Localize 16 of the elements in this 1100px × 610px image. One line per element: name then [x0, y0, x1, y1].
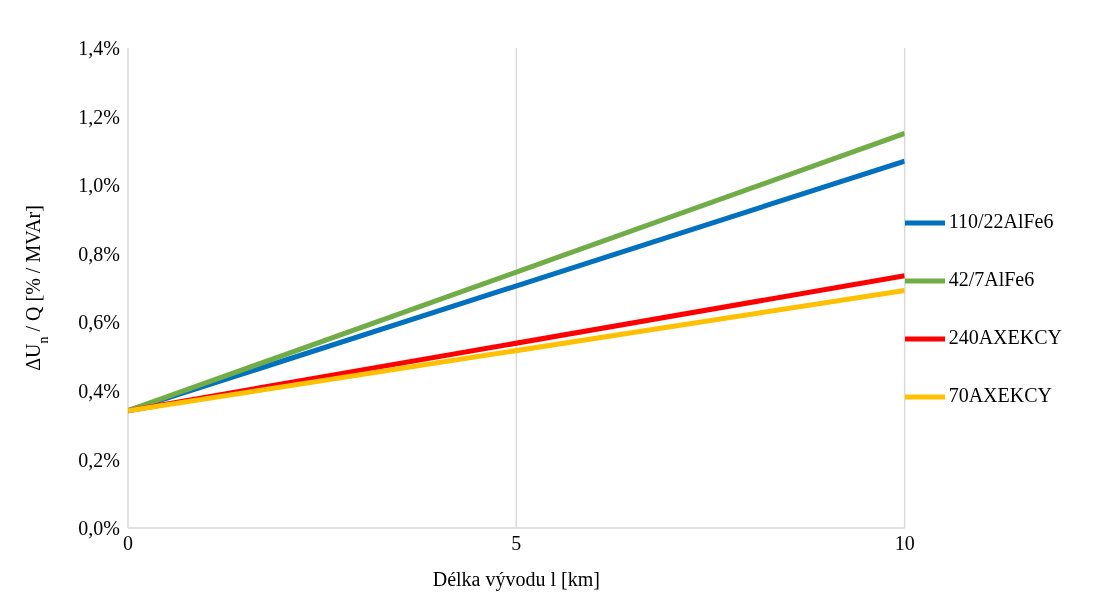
x-tick-label: 5	[511, 532, 522, 555]
legend-label: 110/22AlFe6	[948, 210, 1054, 232]
y-tick-label: 0,4%	[78, 379, 120, 402]
x-axis-title: Délka vývodu l [km]	[432, 568, 600, 591]
x-tick-label: 10	[894, 532, 915, 555]
y-tick-label: 0,6%	[78, 311, 120, 334]
legend-label: 240AXEKCY	[948, 326, 1062, 348]
y-tick-label: 0,2%	[78, 448, 120, 471]
x-tick-label: 0	[123, 532, 133, 555]
y-tick-label: 1,2%	[78, 105, 120, 128]
y-tick-label: 0,0%	[78, 517, 120, 540]
y-tick-label: 0,8%	[78, 242, 120, 265]
y-tick-label: 1,0%	[78, 174, 120, 197]
legend-label: 42/7AlFe6	[948, 268, 1035, 290]
y-tick-label: 1,4%	[78, 37, 120, 60]
legend-label: 70AXEKCY	[948, 384, 1052, 406]
